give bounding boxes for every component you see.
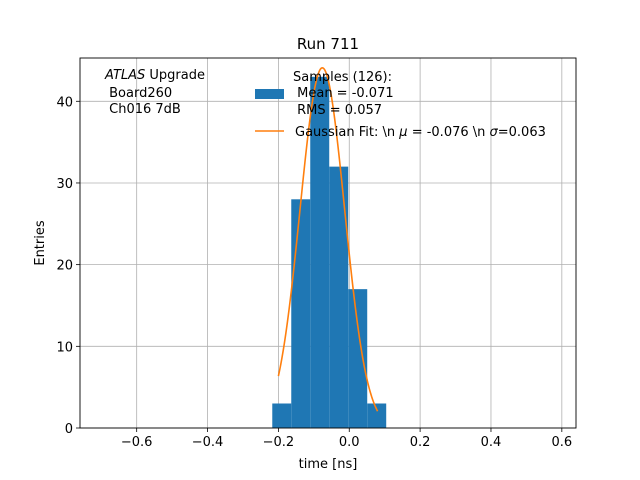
- legend: Samples (126): Mean = -0.071 RMS = 0.057…: [255, 70, 546, 140]
- y-tick-label: 20: [56, 259, 73, 274]
- x-tick-label: −0.2: [263, 435, 295, 450]
- histogram-bar: [291, 199, 311, 428]
- x-tick-label: 0.2: [410, 435, 431, 450]
- x-tick-label: 0.4: [481, 435, 502, 450]
- x-axis-label: time [ns]: [299, 457, 358, 472]
- legend-fit-suffix: =0.063: [498, 125, 546, 140]
- y-tick-label: 0: [65, 422, 73, 437]
- y-tick-label: 10: [56, 340, 73, 355]
- annotation-experiment: ATLAS: [104, 68, 145, 83]
- legend-samples-line-2: Mean = -0.071: [293, 86, 394, 101]
- legend-fit-mu-symbol: μ: [398, 125, 407, 140]
- legend-samples-line-1: Samples (126):: [293, 70, 392, 85]
- gaussian-fit-line: [277, 66, 379, 412]
- legend-fit-mid: = -0.076 \n: [408, 125, 490, 140]
- annotation-block: ATLAS Upgrade Board260 Ch016 7dB: [104, 68, 205, 117]
- histogram-bars: [272, 76, 387, 428]
- legend-histogram-swatch: [255, 89, 284, 99]
- histogram-bar: [367, 403, 387, 428]
- legend-fit-label: Gaussian Fit: \n μ = -0.076 \n σ=0.063: [295, 125, 546, 140]
- x-tick-label: 0.6: [551, 435, 572, 450]
- histogram-bar: [348, 289, 368, 428]
- annotation-line-3: Ch016 7dB: [105, 102, 181, 117]
- legend-fit-sigma-symbol: σ: [490, 125, 499, 140]
- histogram-bar: [310, 76, 330, 428]
- annotation-line-2: Board260: [105, 86, 172, 101]
- legend-fit-prefix: Gaussian Fit: \n: [295, 125, 399, 140]
- x-tick-label: −0.6: [121, 435, 153, 450]
- annotation-line-1: ATLAS Upgrade: [104, 68, 205, 83]
- x-tick-label: −0.4: [192, 435, 224, 450]
- annotation-experiment-suffix: Upgrade: [145, 68, 205, 83]
- plot-frame: [79, 57, 577, 429]
- x-tick-label: 0.0: [339, 435, 360, 450]
- histogram-bar: [329, 166, 349, 428]
- gaussian-fit: [277, 66, 379, 412]
- y-axis-label: Entries: [33, 220, 48, 266]
- chart-title: Run 711: [297, 35, 359, 53]
- y-tick-label: 30: [56, 177, 73, 192]
- histogram-bar: [272, 403, 292, 428]
- axis-ticks: −0.6 −0.4 −0.2 0.0 0.2 0.4 0.6 0 10 20 30 40: [56, 95, 572, 450]
- y-tick-label: 40: [56, 95, 73, 110]
- legend-samples-line-3: RMS = 0.057: [293, 103, 382, 118]
